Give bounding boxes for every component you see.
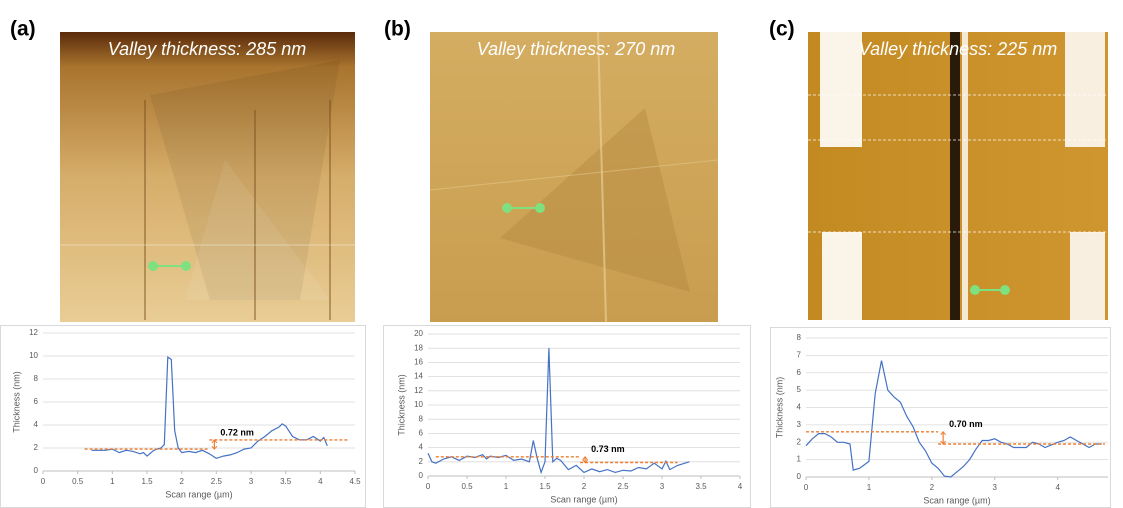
afm-image-b: [429, 31, 719, 323]
y-tick-label: 8: [419, 414, 424, 423]
y-tick-label: 12: [29, 328, 38, 337]
y-tick-label: 0: [797, 472, 802, 481]
y-tick-label: 3: [797, 420, 802, 429]
x-tick-label: 4.5: [349, 477, 361, 486]
x-tick-label: 2.5: [211, 477, 223, 486]
y-tick-label: 6: [34, 397, 39, 406]
y-tick-label: 2: [797, 437, 802, 446]
arrow-head: [211, 445, 218, 450]
afm-image-a: [60, 32, 355, 322]
y-tick-label: 14: [414, 372, 423, 381]
x-tick-label: 1: [867, 483, 872, 492]
x-tick-label: 1.5: [539, 482, 551, 491]
y-tick-label: 16: [414, 358, 423, 367]
x-tick-label: 0: [41, 477, 46, 486]
annotation: 0.72 nm: [220, 427, 254, 437]
x-tick-label: 3.5: [280, 477, 292, 486]
arrow-head: [582, 456, 588, 461]
y-tick-label: 4: [34, 420, 39, 429]
x-tick-label: 0: [426, 482, 431, 491]
x-tick-label: 2: [179, 477, 184, 486]
y-tick-label: 20: [414, 329, 423, 338]
y-tick-label: 5: [797, 385, 802, 394]
x-tick-label: 0.5: [461, 482, 473, 491]
x-tick-label: 4: [318, 477, 323, 486]
panel-label: (a): [10, 18, 36, 41]
y-tick-label: 0: [419, 471, 424, 480]
y-tick-label: 2: [34, 443, 39, 452]
y-tick-label: 1: [797, 455, 802, 464]
x-tick-label: 4: [738, 482, 743, 491]
y-tick-label: 8: [34, 374, 39, 383]
profile-line: [427, 348, 690, 475]
arrow-head: [211, 439, 218, 444]
annotation: 0.70 nm: [949, 419, 983, 429]
chart-frame: [770, 327, 1111, 508]
y-tick-label: 10: [29, 351, 38, 360]
x-axis-label: Scan range (µm): [550, 494, 617, 504]
y-tick-label: 4: [419, 443, 424, 452]
x-axis-label: Scan range (µm): [165, 489, 232, 499]
image-title: Valley thickness: 225 nm: [859, 39, 1057, 59]
annotation: 0.73 nm: [591, 444, 625, 454]
y-tick-label: 7: [797, 350, 802, 359]
x-tick-label: 2: [582, 482, 587, 491]
x-tick-label: 3.5: [695, 482, 707, 491]
afm-image-c: [808, 32, 1108, 320]
x-tick-label: 1: [504, 482, 509, 491]
profile-line: [805, 360, 1102, 478]
y-axis-label: Thickness (nm): [11, 371, 21, 433]
image-title: Valley thickness: 270 nm: [477, 39, 675, 59]
y-tick-label: 0: [34, 466, 39, 475]
panel-label: (b): [384, 18, 411, 41]
panel-label: (c): [769, 18, 795, 41]
arrow-head: [940, 440, 947, 445]
y-tick-label: 12: [414, 386, 423, 395]
x-tick-label: 3: [249, 477, 254, 486]
profile-line: [91, 355, 328, 460]
y-axis-label: Thickness (nm): [774, 377, 784, 439]
x-tick-label: 4: [1055, 483, 1060, 492]
x-tick-label: 0: [804, 483, 809, 492]
y-tick-label: 6: [797, 368, 802, 377]
x-tick-label: 3: [993, 483, 998, 492]
y-tick-label: 8: [797, 333, 802, 342]
y-tick-label: 6: [419, 429, 424, 438]
x-tick-label: 1: [110, 477, 115, 486]
x-tick-label: 0.5: [72, 477, 84, 486]
x-tick-label: 2: [930, 483, 935, 492]
y-tick-label: 2: [419, 457, 424, 466]
y-axis-label: Thickness (nm): [396, 374, 406, 436]
x-tick-label: 1.5: [141, 477, 153, 486]
chart-frame: [383, 325, 751, 508]
x-axis-label: Scan range (µm): [923, 495, 990, 505]
x-tick-label: 3: [660, 482, 665, 491]
arrow-head: [940, 431, 947, 436]
y-tick-label: 10: [414, 400, 423, 409]
image-title: Valley thickness: 285 nm: [108, 39, 306, 59]
y-tick-label: 4: [797, 403, 802, 412]
x-tick-label: 2.5: [617, 482, 629, 491]
arrow-head: [582, 459, 588, 464]
y-tick-label: 18: [414, 343, 423, 352]
